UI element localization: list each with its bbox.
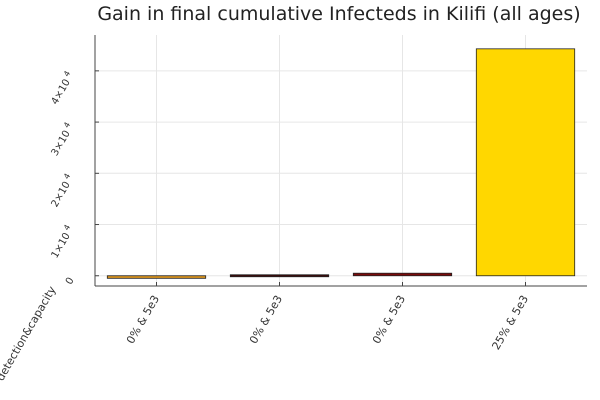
chart-title: Gain in final cumulative Infecteds in Ki… [97,3,580,25]
x-tick-label: 0% & 5e3 [370,293,408,346]
axes [94,35,587,287]
x-axis-label: detection&capacity [0,284,59,384]
bar-4 [475,48,576,277]
bar-3 [352,272,453,277]
bar-1 [106,275,207,279]
y-tick-label: 4×10 4 [47,69,77,106]
x-tick-label: 0% & 5e3 [124,293,162,346]
bars [106,48,576,279]
y-tick-labels: 0 1×10 4 2×10 4 3×10 4 4×10 4 [47,69,77,287]
y-tick-label: 1×10 4 [47,223,77,260]
x-tick-label: 25% & 5e3 [489,293,531,352]
x-tick-label: 0% & 5e3 [247,293,285,346]
y-tick-label: 3×10 4 [47,121,77,158]
bar-2 [229,274,330,278]
x-tick-labels: 0% & 5e3 0% & 5e3 0% & 5e3 25% & 5e3 [124,293,531,352]
y-tick-label: 0 [64,276,77,287]
y-tick-label: 2×10 4 [47,172,77,209]
